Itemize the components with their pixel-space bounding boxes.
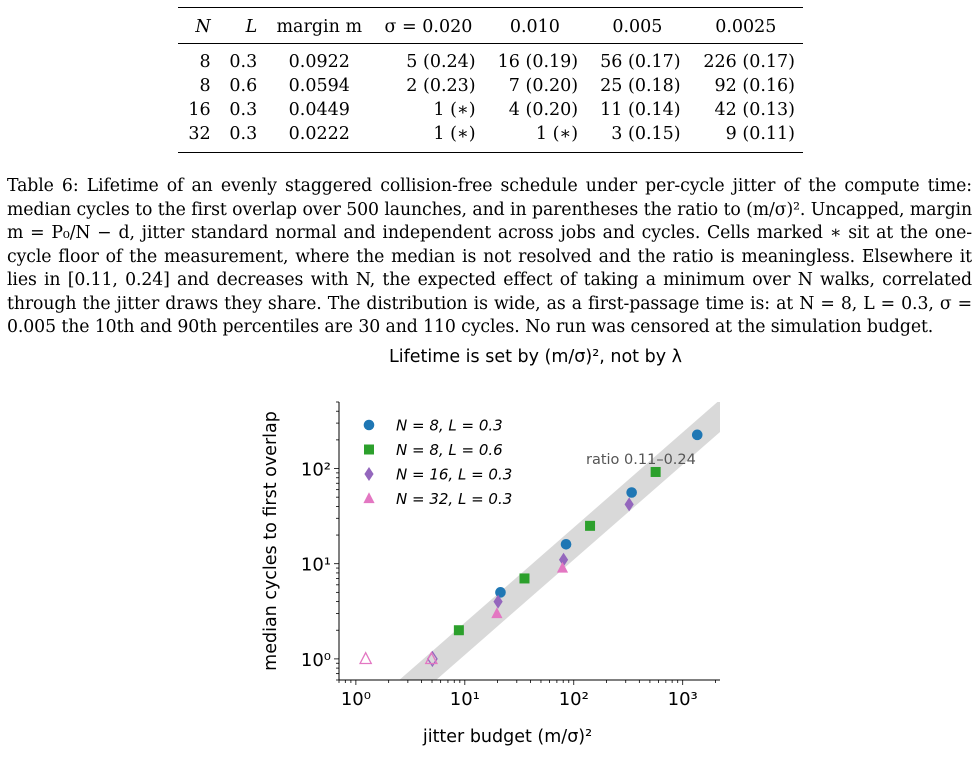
- chart-title: Lifetime is set by (m/σ)², not by λ: [389, 347, 682, 367]
- x-tick-label: 10²: [559, 689, 589, 710]
- data-point-triangle: [359, 651, 373, 665]
- data-point-square: [650, 466, 661, 477]
- legend-label: N = 8, L = 0.3: [396, 417, 503, 435]
- data-point-circle: [691, 429, 703, 441]
- cell: 226 (0.17): [703, 52, 795, 72]
- x-tick-label: 10⁰: [341, 689, 371, 710]
- cell: 0.3: [229, 52, 258, 72]
- legend-marker-square: [364, 444, 374, 455]
- y-tick-label: 10⁰: [301, 650, 331, 671]
- cell: 1 (∗): [535, 124, 579, 144]
- cell: 42 (0.13): [714, 100, 795, 120]
- cell: 1 (∗): [433, 124, 476, 144]
- table-row: 8 0.6 0.0594 2 (0.23) 7 (0.20) 25 (0.18)…: [178, 74, 803, 98]
- header-sigma-0010: 0.010: [509, 16, 560, 37]
- cell: 32: [188, 124, 211, 144]
- cell: 25 (0.18): [600, 76, 681, 96]
- cell: 0.3: [229, 124, 258, 144]
- cell: 8: [199, 52, 211, 72]
- y-tick-label: 10¹: [301, 555, 331, 576]
- data-point-diamond: [624, 497, 634, 512]
- header-n: N: [195, 16, 211, 37]
- data-point-triangle: [556, 561, 569, 573]
- x-tick-label: 10³: [668, 689, 698, 710]
- cell: 0.0222: [288, 124, 350, 144]
- header-sigma-00025: 0.0025: [715, 16, 777, 37]
- cell: 56 (0.17): [600, 52, 681, 72]
- cell: 2 (0.23): [406, 76, 476, 96]
- cell: 8: [199, 76, 211, 96]
- header-margin: margin m: [276, 16, 363, 37]
- data-point-diamond: [558, 552, 569, 567]
- cell: 92 (0.16): [714, 76, 795, 96]
- table-row: 32 0.3 0.0222 1 (∗) 1 (∗) 3 (0.15) 9 (0.…: [178, 122, 803, 153]
- header-sigma-0005: 0.005: [612, 16, 663, 37]
- x-axis-label: jitter budget (m/σ)²: [422, 727, 592, 747]
- data-point-square: [519, 573, 530, 584]
- legend-label: N = 16, L = 0.3: [396, 466, 512, 484]
- cell: 0.3: [229, 100, 258, 120]
- cell: 7 (0.20): [508, 76, 579, 96]
- cell: 4 (0.20): [508, 100, 579, 120]
- table-row: 8 0.3 0.0922 5 (0.24) 16 (0.19) 56 (0.17…: [178, 44, 803, 75]
- table-header-row: N L margin m σ = 0.020 0.010 0.005 0.002…: [178, 7, 803, 44]
- legend-marker-circle: [363, 419, 375, 431]
- cell: 11 (0.14): [600, 100, 681, 120]
- lifetime-scatter-chart: 10⁰ 10¹ 10² 10³ 10⁰ 10¹ 10² Lifetime is set by …: [250, 338, 730, 750]
- data-point-circle: [626, 487, 637, 498]
- y-axis-label: median cycles to first overlap: [261, 411, 281, 671]
- legend-label: N = 32, L = 0.3: [396, 490, 512, 508]
- cell: 0.6: [229, 76, 258, 96]
- data-point-square: [585, 520, 596, 531]
- data-point-triangle: [491, 607, 503, 619]
- data-point-circle: [495, 587, 506, 598]
- data-point-triangle: [424, 651, 439, 665]
- cell: 3 (0.15): [611, 124, 681, 144]
- results-table: N L margin m σ = 0.020 0.010 0.005 0.002…: [178, 7, 803, 153]
- x-tick-label: 10¹: [450, 689, 480, 710]
- legend-marker-diamond: [364, 467, 374, 481]
- legend-label: N = 8, L = 0.6: [396, 441, 503, 459]
- data-point-square: [453, 625, 464, 636]
- cell: 1 (∗): [433, 100, 476, 120]
- ratio-band: [399, 402, 720, 680]
- header-l: L: [245, 16, 258, 37]
- table-caption: Table 6: Lifetime of an evenly staggered…: [7, 176, 972, 338]
- legend-marker-triangle: [363, 492, 375, 504]
- y-tick-label: 10²: [301, 460, 331, 481]
- cell: 0.0922: [288, 52, 350, 72]
- band-label: ratio 0.11–0.24: [586, 452, 696, 468]
- cell: 0.0449: [288, 100, 350, 120]
- cell: 5 (0.24): [406, 52, 476, 72]
- cell: 0.0594: [288, 76, 350, 96]
- table-row: 16 0.3 0.0449 1 (∗) 4 (0.20) 11 (0.14) 4…: [178, 98, 803, 122]
- cell: 16: [188, 100, 211, 120]
- header-sigma-0020: σ = 0.020: [384, 16, 473, 37]
- data-point-circle: [560, 538, 572, 550]
- cell: 16 (0.19): [497, 52, 579, 72]
- cell: 9 (0.11): [725, 124, 795, 144]
